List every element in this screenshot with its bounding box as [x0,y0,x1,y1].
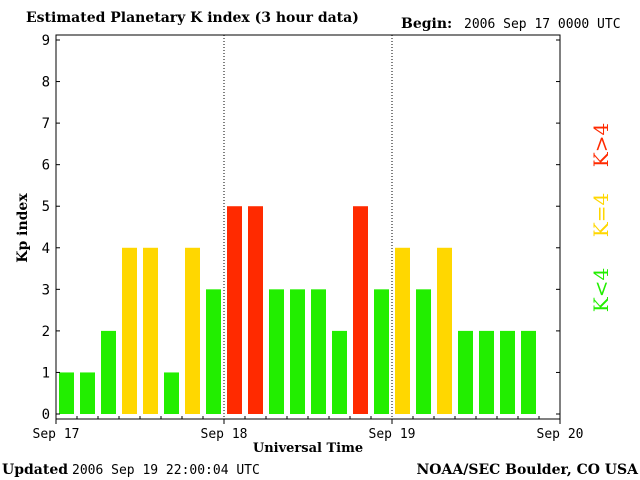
legend-mid-label: K=4 [589,193,613,237]
y-axis-title: Kp index [15,193,31,263]
y-tick-label: 1 [42,365,50,381]
y-tick-label: 8 [42,75,50,91]
chart-title: Estimated Planetary K index (3 hour data… [26,10,359,26]
kp-bar [248,206,263,414]
legend-high-label: K>4 [589,123,613,167]
y-tick-label: 6 [42,158,50,174]
y-tick-label: 3 [42,282,50,298]
kp-bar [479,330,494,414]
y-tick-label: 2 [42,324,50,340]
begin-value: 2006 Sep 17 0000 UTC [464,17,621,32]
y-tick-label: 7 [42,116,50,132]
kp-bar [521,330,536,414]
y-tick-label: 4 [42,241,50,257]
y-tick-label: 5 [42,199,50,215]
y-axis: 0 1 2 3 4 5 6 7 8 9 [42,33,560,423]
kp-bar [59,372,74,414]
kp-bar [374,289,389,414]
x-axis-title: Universal Time [253,441,363,456]
begin-label: Begin: [401,16,452,32]
kp-bar [437,247,452,414]
kp-bar [269,289,284,414]
kp-bar [80,372,95,414]
kp-bar [311,289,326,414]
updated-label: Updated [2,462,68,478]
x-tick-label: Sep 17 [33,427,80,442]
y-tick-label: 9 [42,33,50,49]
legend-low-label: K<4 [589,268,613,312]
kp-bar [185,247,200,414]
kp-bar [395,247,410,414]
kp-bar [227,206,242,414]
x-axis: Sep 17 Sep 18 Sep 19 Sep 20 [33,416,584,442]
kp-bar [206,289,221,414]
kp-bar [122,247,137,414]
kp-bar [416,289,431,414]
bars [59,206,536,414]
x-tick-label: Sep 20 [537,427,584,442]
kp-bar [500,330,515,414]
kp-bar [101,330,116,414]
credit-text: NOAA/SEC Boulder, CO USA [417,462,640,478]
x-tick-label: Sep 18 [201,427,248,442]
kp-bar [332,330,347,414]
kp-bar [353,206,368,414]
kp-bar [458,330,473,414]
kp-bar [290,289,305,414]
x-tick-label: Sep 19 [369,427,416,442]
updated-value: 2006 Sep 19 22:00:04 UTC [72,463,260,478]
kp-bar [164,372,179,414]
kp-bar [143,247,158,414]
y-tick-label: 0 [42,407,50,423]
day-dividers [223,35,393,419]
